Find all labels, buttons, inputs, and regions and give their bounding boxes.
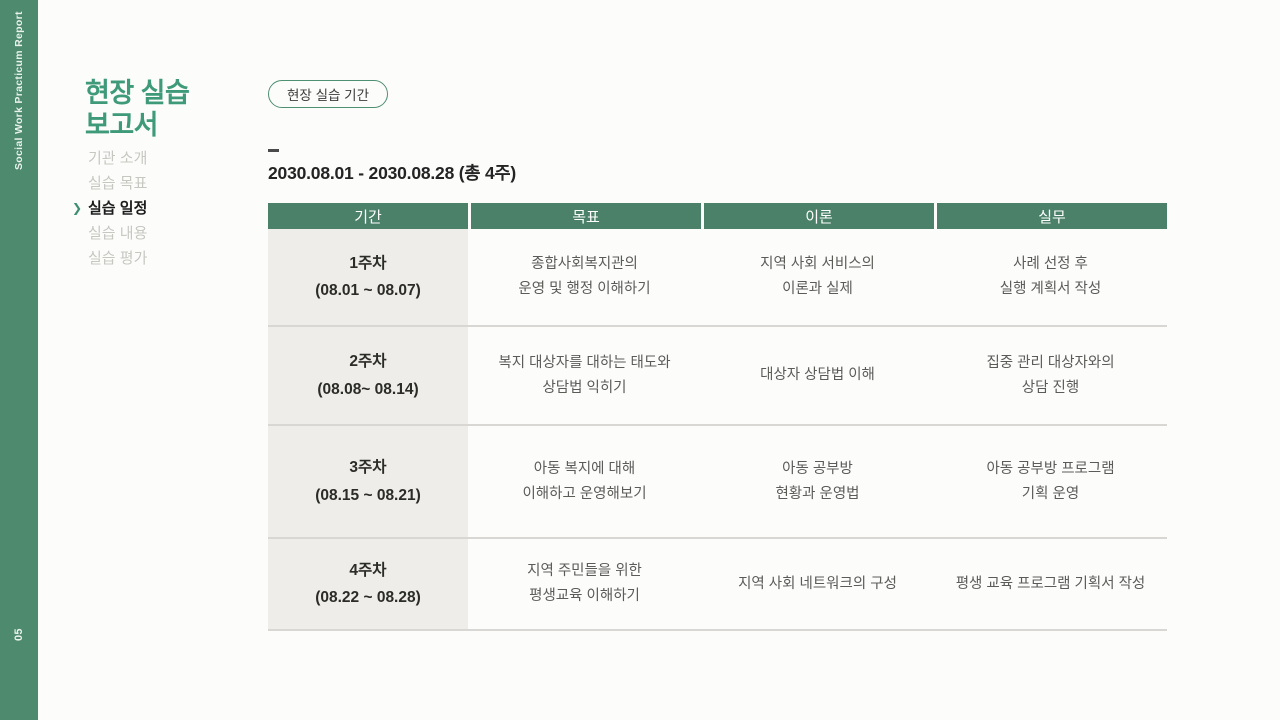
- goal-cell: 지역 주민들을 위한 평생교육 이해하기: [527, 563, 642, 604]
- nav-item-label: 실습 목표: [88, 175, 148, 192]
- table-row: 1주차 (08.01 ~ 08.07) 종합사회복지관의 운영 및 행정 이해하…: [268, 229, 1167, 327]
- nav-item-기관소개[interactable]: ❯ 기관 소개: [72, 145, 147, 170]
- theory-cell: 지역 사회 서비스의 이론과 실제: [760, 256, 875, 297]
- nav-item-label: 기관 소개: [88, 150, 148, 167]
- table-row: 4주차 (08.22 ~ 08.28) 지역 주민들을 위한 평생교육 이해하기…: [268, 539, 1167, 631]
- nav-item-실습목표[interactable]: ❯ 실습 목표: [72, 170, 147, 195]
- week-cell: 1주차 (08.01 ~ 08.07): [268, 229, 468, 325]
- chevron-right-icon: ❯: [72, 200, 83, 215]
- section-nav: ❯ 기관 소개 ❯ 실습 목표 ❯ 실습 일정 ❯ 실습 내용 ❯ 실습 평가: [72, 145, 147, 270]
- nav-item-label: 실습 내용: [88, 225, 148, 242]
- header-목표: 목표: [471, 203, 701, 229]
- header-이론: 이론: [704, 203, 934, 229]
- week-cell: 2주차 (08.08~ 08.14): [268, 327, 468, 424]
- week-cell: 4주차 (08.22 ~ 08.28): [268, 539, 468, 629]
- goal-cell: 종합사회복지관의 운영 및 행정 이해하기: [518, 256, 651, 297]
- sidebar-strip: Social Work Practicum Report 05: [0, 0, 38, 720]
- table-row: 2주차 (08.08~ 08.14) 복지 대상자를 대하는 태도와 상담법 익…: [268, 327, 1167, 426]
- section-badge: 현장 실습 기간: [268, 80, 389, 108]
- theory-cell: 지역 사회 네트워크의 구성: [738, 575, 897, 592]
- practice-cell: 평생 교육 프로그램 기획서 작성: [955, 575, 1146, 592]
- sidebar-vertical-title: Social Work Practicum Report: [13, 11, 25, 170]
- nav-item-label: 실습 평가: [88, 250, 148, 267]
- header-기간: 기간: [268, 203, 468, 229]
- dash-accent: [268, 149, 279, 152]
- practice-cell: 사례 선정 후 실행 계획서 작성: [999, 256, 1102, 297]
- practice-cell: 아동 공부방 프로그램 기획 운영: [986, 460, 1115, 502]
- nav-item-label: 실습 일정: [88, 200, 148, 217]
- table-header-row: 기간 목표 이론 실무: [268, 203, 1167, 229]
- page-number: 05: [13, 628, 25, 641]
- nav-item-실습평가[interactable]: ❯ 실습 평가: [72, 245, 147, 270]
- week-cell: 3주차 (08.15 ~ 08.21): [268, 426, 468, 537]
- goal-cell: 복지 대상자를 대하는 태도와 상담법 익히기: [498, 354, 671, 396]
- table-row: 3주차 (08.15 ~ 08.21) 아동 복지에 대해 이해하고 운영해보기…: [268, 426, 1167, 539]
- nav-item-실습일정-active[interactable]: ❯ 실습 일정: [72, 195, 147, 220]
- theory-cell: 대상자 상담법 이해: [760, 367, 875, 384]
- slide-title: 현장 실습 보고서: [85, 78, 190, 140]
- nav-item-실습내용[interactable]: ❯ 실습 내용: [72, 220, 147, 245]
- header-실무: 실무: [937, 203, 1167, 229]
- practice-cell: 집중 관리 대상자와의 상담 진행: [986, 354, 1115, 396]
- practicum-period: 2030.08.01 - 2030.08.28 (총 4주): [268, 163, 517, 183]
- theory-cell: 아동 공부방 현황과 운영법: [775, 460, 860, 502]
- schedule-table: 기간 목표 이론 실무 1주차 (08.01 ~ 08.07) 종합사회복지관의…: [268, 203, 1167, 631]
- goal-cell: 아동 복지에 대해 이해하고 운영해보기: [522, 460, 647, 502]
